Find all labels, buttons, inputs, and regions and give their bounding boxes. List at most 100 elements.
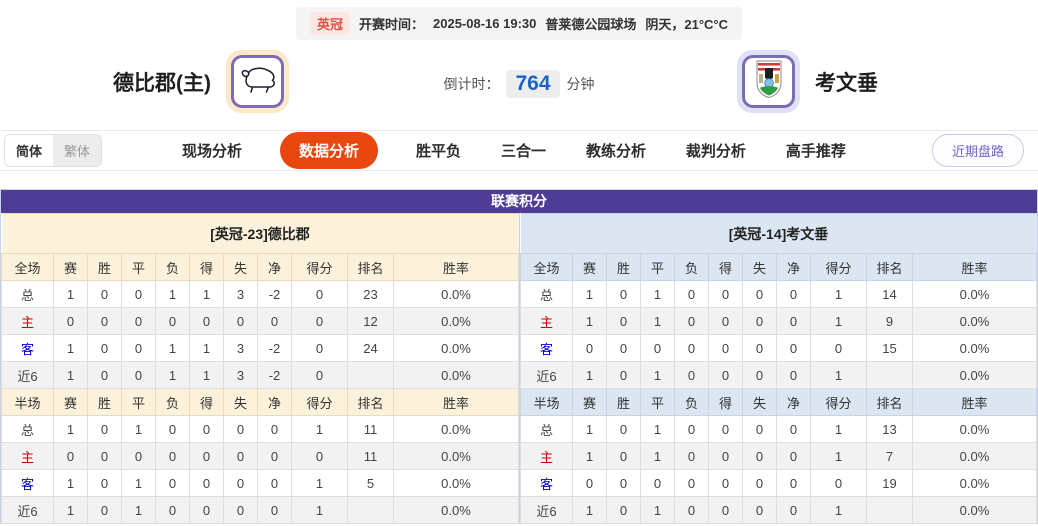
column-header: 净 — [776, 388, 811, 416]
table-cell: 0 — [257, 469, 292, 497]
table-cell: 0 — [674, 280, 709, 308]
table-cell: 1 — [189, 361, 224, 389]
column-header: 平 — [121, 253, 156, 281]
table-cell: 1 — [810, 496, 867, 524]
countdown-unit: 分钟 — [566, 76, 595, 92]
table-row: 近6 1 0 1 0 0 0 0 1 0.0% — [520, 496, 1037, 524]
column-header: 平 — [640, 388, 675, 416]
countdown: 倒计时： 764 分钟 — [0, 70, 1038, 98]
table-row: 近6 1 0 1 0 0 0 0 1 0.0% — [520, 361, 1037, 389]
table-cell: 0.0% — [393, 496, 519, 524]
column-header: 胜率 — [912, 388, 1037, 416]
column-header: 排名 — [347, 253, 394, 281]
table-cell: 0 — [87, 307, 122, 335]
table-row: 客 0 0 0 0 0 0 0 0 15 0.0% — [520, 334, 1037, 362]
table-cell: 1 — [572, 361, 607, 389]
table-cell: 0 — [155, 496, 190, 524]
table-cell: 0 — [223, 307, 258, 335]
column-header: 胜 — [87, 253, 122, 281]
table-cell: 0.0% — [912, 415, 1037, 443]
table-cell: 0 — [606, 361, 641, 389]
column-header: 半场 — [520, 388, 573, 416]
table-row: 总 1 0 1 0 0 0 0 1 11 0.0% — [1, 415, 519, 443]
table-cell: 0 — [257, 415, 292, 443]
table-title: 联赛积分 — [1, 190, 1037, 213]
column-header-row: 半场赛胜平负得失净得分 排名 胜率 — [1, 388, 519, 416]
table-cell: 0 — [291, 442, 348, 470]
column-header: 负 — [155, 388, 190, 416]
table-cell: 11 — [347, 442, 394, 470]
column-header: 胜 — [606, 388, 641, 416]
table-cell: 1 — [572, 496, 607, 524]
table-cell: 0 — [291, 334, 348, 362]
table-cell: 0 — [776, 280, 811, 308]
table-cell: 1 — [121, 469, 156, 497]
recent-trend-button[interactable]: 近期盘路 — [931, 134, 1024, 167]
table-cell: 1 — [572, 415, 607, 443]
row-label: 主 — [520, 442, 573, 470]
table-cell: 0 — [742, 361, 777, 389]
nav-item[interactable]: 教练分析 — [585, 143, 646, 160]
table-cell: 0 — [87, 361, 122, 389]
table-cell: 0 — [742, 307, 777, 335]
kickoff-label: 开赛时间： — [358, 17, 424, 32]
table-cell: 15 — [866, 334, 913, 362]
nav-item[interactable]: 现场分析 — [182, 143, 243, 160]
table-cell: 0 — [223, 469, 258, 497]
table-cell: 0 — [742, 334, 777, 362]
column-header: 赛 — [53, 388, 88, 416]
table-cell: 0.0% — [912, 496, 1037, 524]
table-cell: 0 — [674, 361, 709, 389]
table-cell: 0 — [87, 442, 122, 470]
table-cell: 0 — [674, 334, 709, 362]
table-cell: 0 — [291, 361, 348, 389]
table-cell: 0.0% — [393, 334, 519, 362]
nav-item[interactable]: 胜平负 — [415, 143, 461, 160]
table-cell: 1 — [291, 496, 348, 524]
row-label: 总 — [520, 415, 573, 443]
table-row: 客 1 0 1 0 0 0 0 1 5 0.0% — [1, 469, 519, 497]
column-header: 平 — [121, 388, 156, 416]
table-cell: 3 — [223, 334, 258, 362]
table-cell: 0 — [810, 469, 867, 497]
row-label: 主 — [1, 307, 54, 335]
table-cell: 0 — [87, 496, 122, 524]
table-cell: 1 — [155, 361, 190, 389]
language-toggle[interactable]: 简体 繁体 — [4, 134, 103, 167]
table-cell: 1 — [810, 280, 867, 308]
row-label: 客 — [520, 469, 573, 497]
lang-option-inactive[interactable]: 繁体 — [53, 135, 102, 166]
venue: 普莱德公园球场 — [545, 17, 637, 32]
table-cell: 7 — [866, 442, 913, 470]
table-cell: -2 — [257, 361, 292, 389]
row-label: 主 — [1, 442, 54, 470]
table-cell: 0 — [223, 415, 258, 443]
table-cell: 0 — [674, 307, 709, 335]
column-header: 赛 — [53, 253, 88, 281]
table-cell: 0 — [708, 361, 743, 389]
table-row: 总 1 0 0 1 1 3 -2 0 23 0.0% — [1, 280, 519, 308]
nav-item[interactable]: 数据分析 — [279, 132, 378, 169]
column-header: 排名 — [347, 388, 394, 416]
nav-item[interactable]: 三合一 — [500, 143, 546, 160]
nav-bar: 简体 繁体 现场分析 数据分析 胜平负 三合一 教练分析 裁判分析 高手推荐 近期盘路 — [0, 130, 1038, 171]
nav-item[interactable]: 裁判分析 — [685, 143, 746, 160]
table-cell — [347, 361, 394, 389]
column-header-row: 全场赛胜平负得失净得分 排名 胜率 — [1, 253, 519, 281]
table-cell: 1 — [810, 415, 867, 443]
away-league-table: [英冠-14]考文垂 全场赛胜平负得失净得分 排名 胜率总 1 0 1 0 0 0 0 1 14 0.0%… — [519, 213, 1037, 524]
table-cell: 0 — [776, 361, 811, 389]
table-cell: 0 — [572, 334, 607, 362]
table-cell: 0 — [257, 307, 292, 335]
nav-item[interactable]: 高手推荐 — [785, 143, 846, 160]
lang-option-active[interactable]: 简体 — [5, 135, 54, 166]
table-cell: 0 — [606, 280, 641, 308]
table-cell — [866, 361, 913, 389]
match-info-strip: 英冠 开赛时间： 2025-08-16 19:30 普莱德公园球场 阴天，21°… — [0, 0, 1038, 40]
table-cell: -2 — [257, 334, 292, 362]
table-cell: 0.0% — [393, 442, 519, 470]
table-cell: 1 — [53, 361, 88, 389]
kickoff-time: 2025-08-16 19:30 — [433, 16, 537, 31]
table-cell: 1 — [810, 361, 867, 389]
column-header: 胜率 — [393, 388, 519, 416]
